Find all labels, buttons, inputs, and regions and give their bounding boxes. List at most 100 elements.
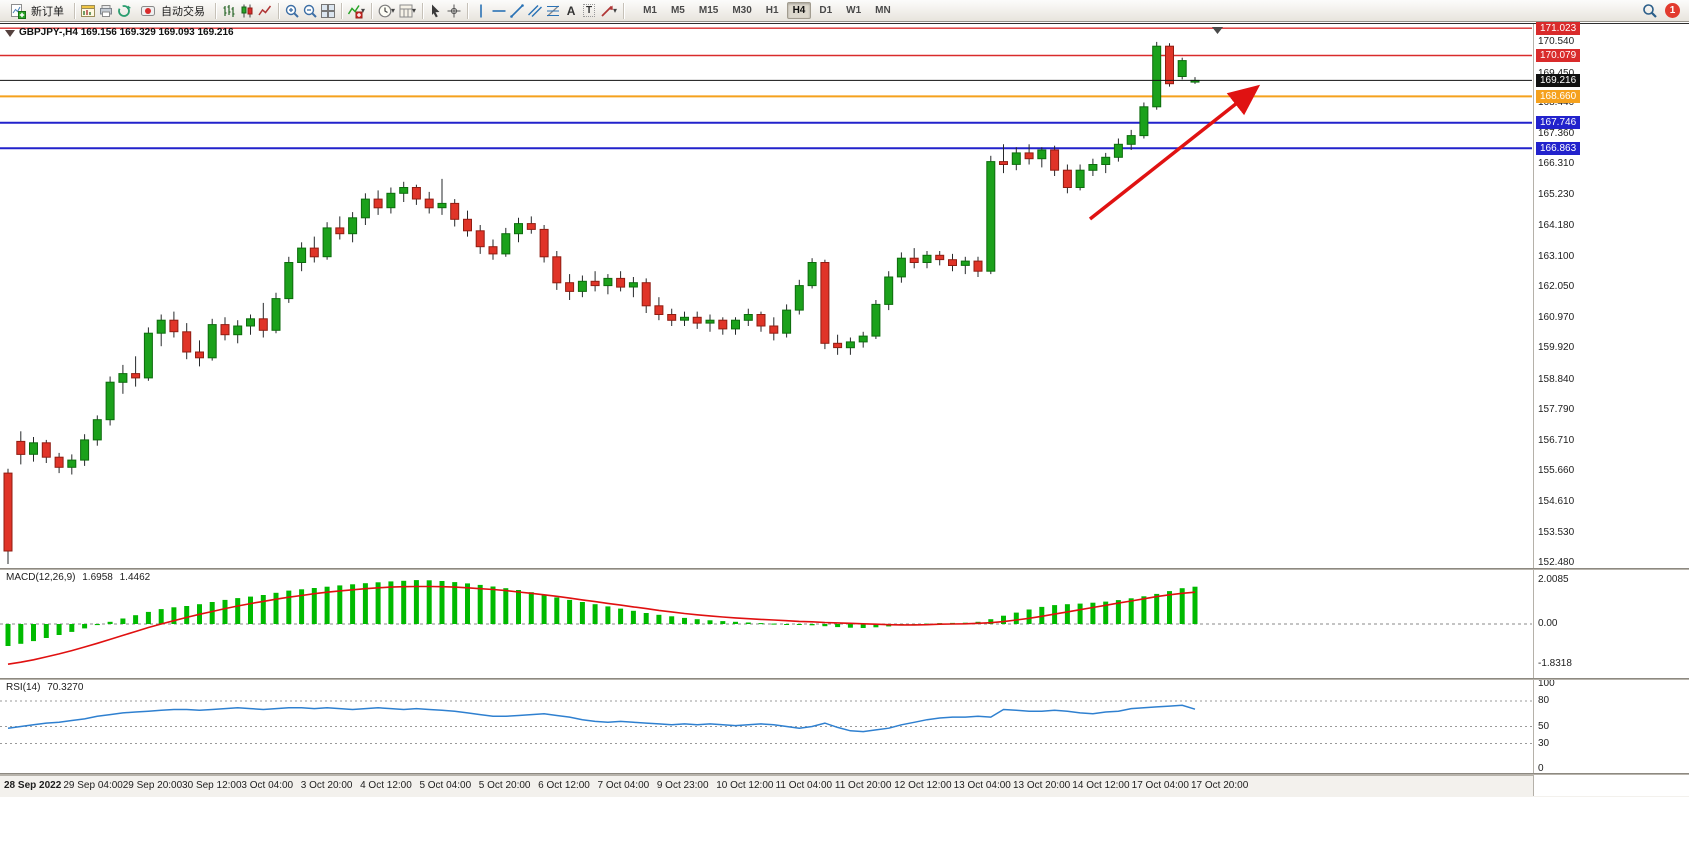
vertical-line-tool-icon[interactable] bbox=[472, 2, 490, 20]
pane-splitter[interactable] bbox=[0, 568, 1689, 570]
toolbar-separator bbox=[467, 2, 469, 19]
text-tool-icon[interactable]: A bbox=[566, 3, 576, 18]
toolbar-separator bbox=[278, 2, 279, 19]
line-chart-icon[interactable] bbox=[256, 2, 274, 20]
time-axis-label: 29 Sep 04:00 bbox=[63, 780, 123, 791]
tile-windows-icon[interactable] bbox=[319, 2, 337, 20]
rsi-name: RSI(14) bbox=[6, 682, 41, 693]
rsi-label: RSI(14) 70.3270 bbox=[6, 682, 83, 693]
price-axis-tick: 157.790 bbox=[1538, 403, 1575, 415]
time-axis-label: 3 Oct 04:00 bbox=[241, 780, 294, 791]
rsi-axis-tick: 0 bbox=[1538, 763, 1544, 774]
timeframe-button-h4[interactable]: H4 bbox=[786, 2, 812, 19]
zoom-out-icon[interactable] bbox=[301, 2, 319, 20]
price-axis-tick: 170.540 bbox=[1538, 36, 1575, 48]
notification-badge[interactable]: 1 bbox=[1665, 3, 1680, 18]
time-axis-label: 13 Oct 04:00 bbox=[953, 780, 1011, 791]
price-level-badge: 167.746 bbox=[1536, 116, 1581, 130]
chart-menu-icon[interactable] bbox=[5, 30, 15, 37]
time-axis-label: 30 Sep 12:00 bbox=[182, 780, 242, 791]
price-axis-tick: 155.660 bbox=[1538, 465, 1575, 477]
time-axis-label: 14 Oct 12:00 bbox=[1072, 780, 1130, 791]
rsi-canvas[interactable] bbox=[0, 680, 1532, 773]
main-chart-canvas[interactable] bbox=[0, 24, 1532, 568]
price-axis-tick: 164.180 bbox=[1538, 219, 1575, 231]
bar-chart-icon[interactable] bbox=[220, 2, 238, 20]
toolbar-separator bbox=[623, 2, 625, 19]
macd-axis-tick: 0.00 bbox=[1538, 618, 1558, 629]
chevron-down-icon[interactable]: ▾ bbox=[412, 6, 417, 15]
timeframe-button-m5[interactable]: M5 bbox=[670, 5, 685, 16]
timeframe-button-h1[interactable]: H1 bbox=[765, 5, 779, 16]
horizontal-line-tool-icon[interactable] bbox=[490, 2, 508, 20]
price-axis-tick: 169.450 bbox=[1538, 68, 1574, 79]
autotrading-button[interactable]: 自动交易 bbox=[133, 1, 211, 21]
label-tool-icon[interactable]: T bbox=[580, 2, 598, 20]
time-axis-label: 5 Oct 04:00 bbox=[419, 780, 472, 791]
periods-clock-icon[interactable] bbox=[376, 2, 394, 20]
rsi-pane[interactable]: RSI(14) 70.3270 bbox=[0, 680, 1532, 773]
autotrading-icon bbox=[139, 2, 157, 20]
chevron-down-icon[interactable]: ▾ bbox=[361, 6, 366, 15]
arrows-tool-icon[interactable] bbox=[598, 2, 616, 20]
price-axis-tick: 166.310 bbox=[1538, 158, 1575, 170]
macd-label: MACD(12,26,9) 1.6958 1.4462 bbox=[6, 572, 150, 583]
fibonacci-tool-icon[interactable] bbox=[544, 2, 562, 20]
time-axis-label: 28 Sep 2022 bbox=[4, 780, 62, 791]
chevron-down-icon[interactable]: ▾ bbox=[613, 6, 618, 15]
search-icon[interactable] bbox=[1641, 2, 1659, 20]
timeframe-button-m30[interactable]: M30 bbox=[732, 5, 752, 16]
refresh-icon[interactable] bbox=[115, 2, 133, 20]
timeframe-button-m1[interactable]: M1 bbox=[643, 5, 657, 16]
candle-bodies bbox=[3, 45, 1200, 552]
main-chart-pane[interactable]: GBPJPY-,H4 169.156 169.329 169.093 169.2… bbox=[0, 24, 1532, 568]
templates-icon[interactable] bbox=[397, 2, 415, 20]
price-axis-tick: 159.920 bbox=[1538, 342, 1575, 354]
macd-canvas[interactable] bbox=[0, 570, 1532, 678]
pane-splitter[interactable] bbox=[0, 678, 1689, 680]
timeframe-button-d1[interactable]: D1 bbox=[819, 5, 833, 16]
macd-axis-tick: 2.0085 bbox=[1538, 573, 1569, 585]
zoom-in-icon[interactable] bbox=[283, 2, 301, 20]
candlestick-chart-icon[interactable] bbox=[238, 2, 256, 20]
time-axis-label: 13 Oct 20:00 bbox=[1012, 780, 1071, 791]
cursor-icon[interactable] bbox=[427, 2, 445, 20]
trend-arrow[interactable] bbox=[1088, 84, 1261, 221]
timeframe-button-m15[interactable]: M15 bbox=[698, 5, 719, 16]
toolbar-separator bbox=[371, 2, 373, 19]
price-axis-tick: 165.230 bbox=[1538, 189, 1575, 201]
candle-wicks bbox=[7, 41, 1196, 564]
chart-shift-marker[interactable] bbox=[1212, 27, 1223, 34]
price-axis-tick: 158.840 bbox=[1538, 373, 1575, 385]
toolbar-separator bbox=[422, 2, 424, 19]
new-order-button[interactable]: 新订单 bbox=[3, 1, 70, 21]
price-axis[interactable]: 170.540169.450168.440167.360166.310165.2… bbox=[1533, 21, 1689, 796]
crosshair-icon[interactable] bbox=[445, 2, 463, 20]
price-level-badge: 169.216 bbox=[1536, 73, 1581, 87]
time-axis-label: 4 Oct 12:00 bbox=[360, 780, 412, 791]
macd-name: MACD(12,26,9) bbox=[6, 572, 76, 583]
indicators-icon[interactable] bbox=[346, 2, 364, 20]
macd-signal-line bbox=[7, 585, 1196, 665]
toolbar: 新订单 自动交易 ▾ ▾ ▾ A T ▾ M1 M5 M15 M30 H1 H4 D1 W1 M… bbox=[0, 0, 1689, 22]
time-axis[interactable]: 28 Sep 2022 29 Sep 04:00 29 Sep 20:00 30 Se… bbox=[0, 775, 1689, 797]
timeframe-button-w1[interactable]: W1 bbox=[846, 5, 862, 16]
toolbar-separator bbox=[74, 2, 75, 19]
macd-signal-value: 1.4462 bbox=[119, 572, 151, 583]
rsi-axis-tick: 50 bbox=[1538, 720, 1550, 732]
trendline-tool-icon[interactable] bbox=[508, 2, 526, 20]
price-axis-tick: 167.360 bbox=[1538, 127, 1575, 139]
timeframe-group: M1 M5 M15 M30 H1 H4 D1 W1 MN bbox=[636, 2, 898, 19]
printer-icon[interactable] bbox=[97, 2, 115, 20]
price-axis-tick: 154.610 bbox=[1538, 495, 1575, 507]
rsi-axis-tick: 30 bbox=[1538, 737, 1550, 749]
macd-histogram bbox=[5, 580, 1198, 646]
chevron-down-icon[interactable]: ▾ bbox=[391, 6, 396, 15]
charts-window-icon[interactable] bbox=[79, 2, 97, 20]
channel-tool-icon[interactable] bbox=[526, 2, 544, 20]
rsi-axis-tick: 100 bbox=[1538, 678, 1555, 689]
macd-pane[interactable]: MACD(12,26,9) 1.6958 1.4462 bbox=[0, 570, 1532, 678]
timeframe-button-mn[interactable]: MN bbox=[875, 5, 891, 16]
time-axis-label: 11 Oct 04:00 bbox=[775, 780, 833, 791]
pane-splitter[interactable] bbox=[0, 773, 1689, 775]
